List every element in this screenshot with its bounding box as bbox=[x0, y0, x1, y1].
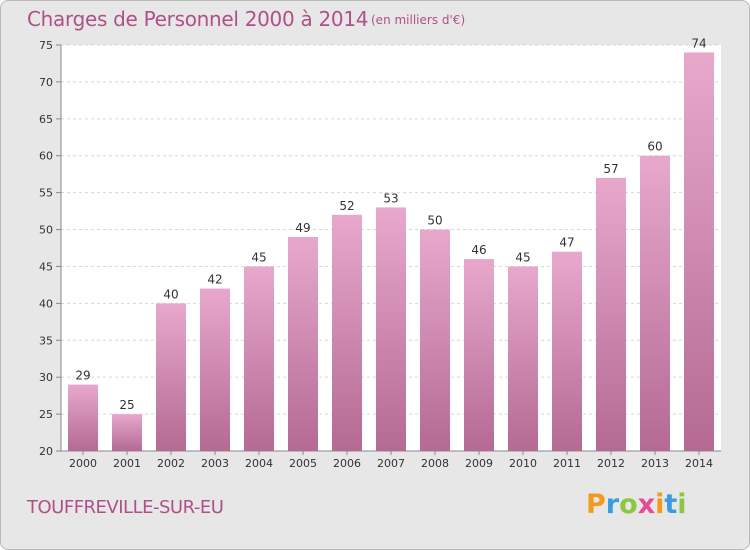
data-label: 45 bbox=[251, 250, 266, 264]
data-label: 46 bbox=[471, 243, 486, 257]
x-tick-label: 2010 bbox=[509, 457, 537, 470]
data-label: 49 bbox=[295, 221, 310, 235]
bar bbox=[464, 259, 494, 451]
logo-letter: t bbox=[664, 489, 678, 520]
bar bbox=[288, 236, 318, 451]
y-tick-label: 60 bbox=[39, 150, 53, 163]
logo-letter: i bbox=[655, 489, 665, 520]
data-label: 47 bbox=[559, 236, 574, 250]
x-tick-label: 2013 bbox=[641, 457, 669, 470]
y-tick-label: 35 bbox=[39, 334, 53, 347]
bar bbox=[244, 266, 274, 451]
x-tick-label: 2014 bbox=[685, 457, 713, 470]
data-label: 50 bbox=[427, 214, 442, 228]
x-tick-label: 2002 bbox=[157, 457, 185, 470]
chart-title: Charges de Personnel 2000 à 2014 bbox=[27, 7, 369, 31]
x-tick-label: 2003 bbox=[201, 457, 229, 470]
bar bbox=[508, 266, 538, 451]
y-tick-label: 75 bbox=[39, 39, 53, 52]
commune-name: TOUFFREVILLE-SUR-EU bbox=[27, 497, 224, 518]
data-label: 60 bbox=[647, 140, 662, 154]
bar bbox=[68, 384, 98, 451]
data-label: 25 bbox=[119, 398, 134, 412]
logo-letter: i bbox=[677, 489, 687, 520]
data-label: 45 bbox=[515, 250, 530, 264]
x-tick-label: 2012 bbox=[597, 457, 625, 470]
y-tick-label: 45 bbox=[39, 260, 53, 273]
bar bbox=[332, 214, 362, 451]
bar bbox=[552, 251, 582, 451]
x-tick-label: 2011 bbox=[553, 457, 581, 470]
bar bbox=[420, 229, 450, 451]
logo-letter: P bbox=[586, 489, 606, 520]
y-tick-label: 20 bbox=[39, 445, 53, 458]
logo-letter: o bbox=[619, 489, 638, 520]
bar bbox=[200, 288, 230, 451]
bar bbox=[684, 52, 714, 452]
y-tick-label: 55 bbox=[39, 187, 53, 200]
x-tick-label: 2001 bbox=[113, 457, 141, 470]
data-label: 53 bbox=[383, 191, 398, 205]
data-label: 40 bbox=[163, 287, 178, 301]
data-label: 29 bbox=[75, 369, 90, 383]
data-label: 52 bbox=[339, 199, 354, 213]
logo-letter: x bbox=[637, 489, 656, 520]
proxiti-logo[interactable]: Proxiti bbox=[586, 489, 687, 520]
x-tick-label: 2005 bbox=[289, 457, 317, 470]
data-label: 42 bbox=[207, 273, 222, 287]
data-label: 74 bbox=[691, 36, 706, 50]
x-tick-label: 2006 bbox=[333, 457, 361, 470]
x-tick-label: 2004 bbox=[245, 457, 273, 470]
bar bbox=[640, 155, 670, 451]
chart-unit: (en milliers d'€) bbox=[371, 13, 466, 27]
y-tick-label: 25 bbox=[39, 408, 53, 421]
data-label: 57 bbox=[603, 162, 618, 176]
bar bbox=[112, 414, 142, 451]
x-tick-label: 2000 bbox=[69, 457, 97, 470]
bar bbox=[156, 303, 186, 451]
y-tick-label: 30 bbox=[39, 371, 53, 384]
x-tick-label: 2007 bbox=[377, 457, 405, 470]
y-tick-label: 70 bbox=[39, 76, 53, 89]
bar bbox=[596, 177, 626, 451]
logo-letter: r bbox=[605, 489, 620, 520]
x-tick-label: 2009 bbox=[465, 457, 493, 470]
y-tick-label: 40 bbox=[39, 297, 53, 310]
x-tick-label: 2008 bbox=[421, 457, 449, 470]
bar bbox=[376, 207, 406, 451]
y-tick-label: 65 bbox=[39, 113, 53, 126]
y-tick-label: 50 bbox=[39, 224, 53, 237]
